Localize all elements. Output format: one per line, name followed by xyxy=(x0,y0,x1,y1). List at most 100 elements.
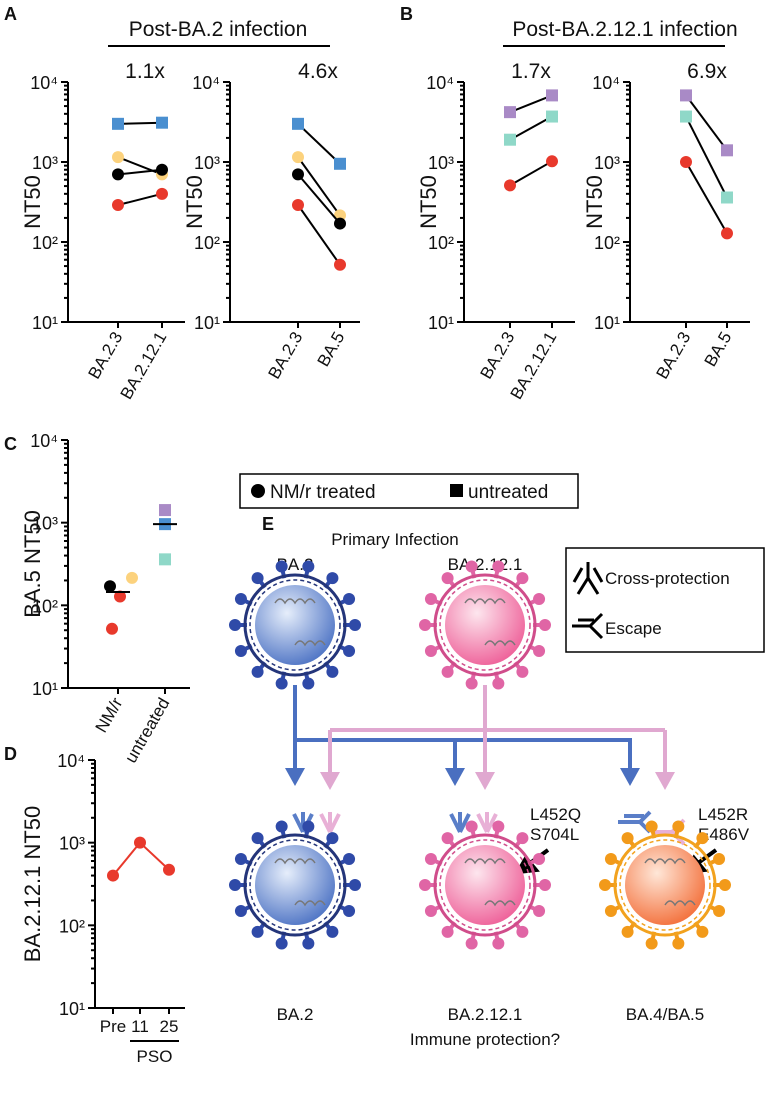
spike-head xyxy=(441,665,454,678)
chart-title: 6.9x xyxy=(687,60,727,83)
virus-label: BA.2 xyxy=(277,1005,314,1024)
y-axis-label: BA.5 NT50 xyxy=(20,510,45,618)
spike-head xyxy=(465,560,478,573)
y-tick-label: 10² xyxy=(59,916,85,936)
point xyxy=(156,187,168,200)
spike-head xyxy=(424,645,437,658)
spike-head xyxy=(424,852,437,865)
spike-head xyxy=(696,832,709,845)
core xyxy=(445,845,525,925)
y-tick-label: 10² xyxy=(428,233,454,253)
spike-head xyxy=(539,879,551,891)
point xyxy=(104,580,116,593)
diagram: Primary Infection BA.2 BA.2.12.1 Cross-p… xyxy=(277,530,765,1049)
y-tick-label: 10³ xyxy=(59,834,85,854)
spike-head xyxy=(672,820,685,833)
line xyxy=(685,161,728,234)
virus xyxy=(419,820,551,950)
key-label: Cross-protection xyxy=(605,569,730,588)
spike-head xyxy=(424,905,437,918)
caption: Immune protection? xyxy=(410,1030,560,1049)
chart-title: 4.6x xyxy=(298,60,338,83)
spike-head xyxy=(604,852,617,865)
y-axis-label: NT50 xyxy=(582,175,607,229)
point xyxy=(504,179,516,192)
point xyxy=(126,571,138,584)
membrane xyxy=(249,839,341,931)
group-title: Post-BA.2 infection xyxy=(129,18,308,41)
key-label: Escape xyxy=(605,619,662,638)
core xyxy=(255,845,335,925)
spike-head xyxy=(251,832,264,845)
spike-head xyxy=(326,925,339,938)
point xyxy=(134,836,146,849)
rna xyxy=(644,858,696,907)
x-tick-label: 11 xyxy=(131,1017,149,1036)
legend-marker xyxy=(251,484,265,498)
spike-head xyxy=(326,665,339,678)
y-tick-label: 10¹ xyxy=(194,313,220,333)
spike-head xyxy=(275,937,288,950)
y-tick-label: 10³ xyxy=(428,153,454,173)
spike-head xyxy=(302,937,315,950)
spike-head xyxy=(419,619,431,631)
x-tick-label: BA.5 xyxy=(314,329,349,370)
spike-head xyxy=(713,852,726,865)
y-tick-label: 10² xyxy=(194,233,220,253)
spike-head xyxy=(516,572,529,585)
spike-head xyxy=(465,937,478,950)
point xyxy=(112,117,124,130)
point xyxy=(292,117,304,130)
y-tick-label: 10¹ xyxy=(594,313,620,333)
x-tick-label: BA.2.3 xyxy=(84,329,126,383)
line xyxy=(297,173,341,225)
spike-head xyxy=(533,905,546,918)
point xyxy=(680,89,692,102)
virus-label: BA.2.12.1 xyxy=(448,1005,523,1024)
spike-head xyxy=(275,560,288,573)
spike-head xyxy=(672,937,685,950)
spike-head xyxy=(599,879,611,891)
x-axis-label: PSO xyxy=(137,1047,173,1066)
envelope xyxy=(433,833,537,937)
membrane xyxy=(249,579,341,671)
line xyxy=(297,156,341,216)
spike-head xyxy=(492,560,505,573)
legend-marker xyxy=(450,484,463,497)
legend-label: NM/r treated xyxy=(270,482,376,503)
line xyxy=(685,94,728,151)
point xyxy=(106,622,118,635)
point xyxy=(504,106,516,119)
point xyxy=(292,168,304,181)
y-tick-label: 10² xyxy=(32,596,58,616)
spike-head xyxy=(621,925,634,938)
mutation: L452R xyxy=(698,805,748,824)
x-tick-label: BA.5 xyxy=(701,329,736,370)
point xyxy=(334,157,346,170)
spike-head xyxy=(234,905,247,918)
point xyxy=(114,590,126,603)
membrane xyxy=(619,839,711,931)
rna xyxy=(464,858,516,907)
core xyxy=(255,585,335,665)
y-tick-label: 10³ xyxy=(594,153,620,173)
spike-head xyxy=(441,832,454,845)
point xyxy=(721,144,733,157)
panel-label: E xyxy=(262,514,274,534)
point xyxy=(546,155,558,168)
spike-head xyxy=(419,879,431,891)
arrow xyxy=(293,685,632,770)
point xyxy=(721,191,733,204)
panel-label: D xyxy=(4,744,17,764)
spike-head xyxy=(424,592,437,605)
key-icon xyxy=(572,612,604,640)
point xyxy=(112,199,124,212)
spike-head xyxy=(229,879,241,891)
spike-head xyxy=(343,592,356,605)
arrowheads xyxy=(320,772,675,790)
spike-head xyxy=(465,677,478,690)
spike-head xyxy=(492,677,505,690)
legend-box xyxy=(239,473,579,509)
